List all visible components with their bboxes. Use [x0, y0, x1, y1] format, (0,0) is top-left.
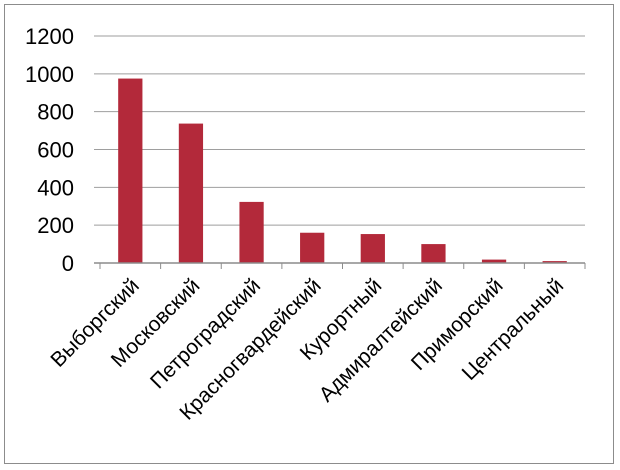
bar-2 — [178, 123, 204, 263]
y-tick-label: 400 — [37, 175, 74, 200]
y-tick-label: 0 — [62, 251, 74, 276]
y-tick-label: 800 — [37, 100, 74, 125]
gridlines — [94, 35, 585, 226]
bar-3 — [239, 201, 264, 263]
bar-7 — [481, 259, 507, 263]
bar-4 — [300, 232, 325, 263]
bar-8 — [542, 261, 567, 263]
bar-5 — [360, 234, 385, 263]
x-category-label: Петроградский — [146, 274, 265, 393]
y-tick-label: 600 — [37, 138, 74, 163]
y-axis-ticks: 0 200 400 600 800 1000 1200 — [25, 24, 74, 276]
y-tick-label: 200 — [37, 213, 74, 238]
y-tick-label: 1000 — [25, 62, 74, 87]
x-axis-labels: ВыборгскийМосковскийПетроградскийКрасног… — [46, 274, 568, 424]
bar-1 — [118, 78, 143, 263]
y-tick-label: 1200 — [25, 24, 74, 49]
x-axis — [94, 262, 586, 269]
bars — [118, 78, 567, 263]
bar-6 — [421, 244, 446, 263]
